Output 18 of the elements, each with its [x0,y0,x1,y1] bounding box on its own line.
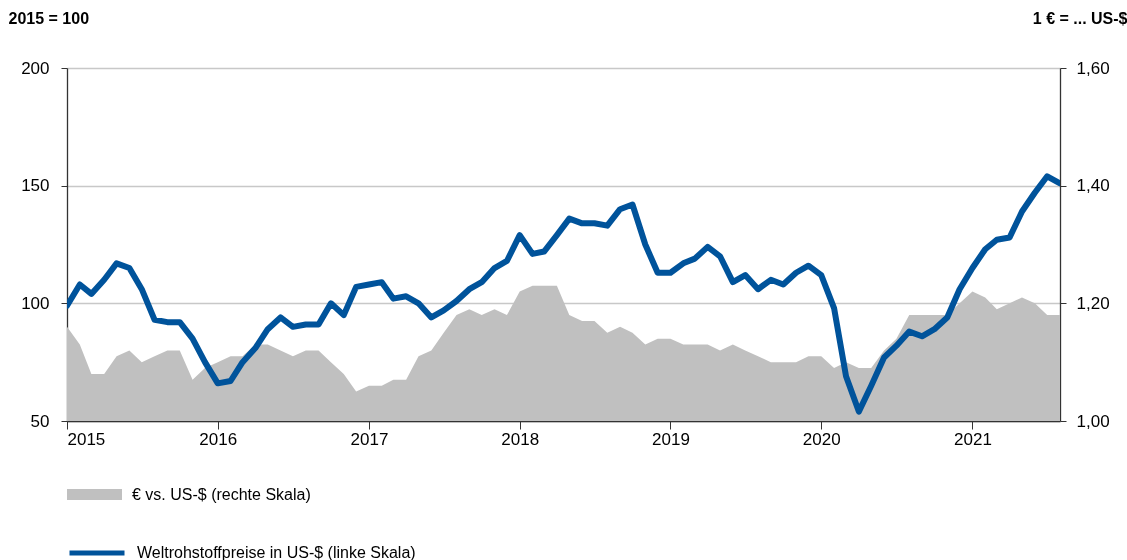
y-tick-label: 200 [21,58,50,78]
y-tick-label: 100 [21,293,50,313]
y-tick-label: 50 [30,411,50,431]
y2-tick-label: 1,60 [1076,58,1110,78]
x-tick-label: 2019 [652,429,690,449]
y2-tick-label: 1,20 [1076,293,1110,313]
y2-tick-label: 1,00 [1076,411,1110,431]
x-tick-label: 2015 [67,429,106,449]
legend-label: € vs. US-$ (rechte Skala) [132,485,311,503]
x-tick-label: 2020 [802,429,841,449]
y-axis-title: 2015 = 100 [8,9,90,27]
x-tick-label: 2021 [954,429,992,449]
y2-axis-title: 1 € = ... US-$ [1032,9,1127,27]
y-tick-label: 150 [21,176,50,196]
y2-tick-label: 1,40 [1076,176,1110,196]
x-tick-label: 2017 [350,429,389,449]
x-tick-label: 2016 [199,429,238,449]
x-tick-label: 2018 [501,429,540,449]
